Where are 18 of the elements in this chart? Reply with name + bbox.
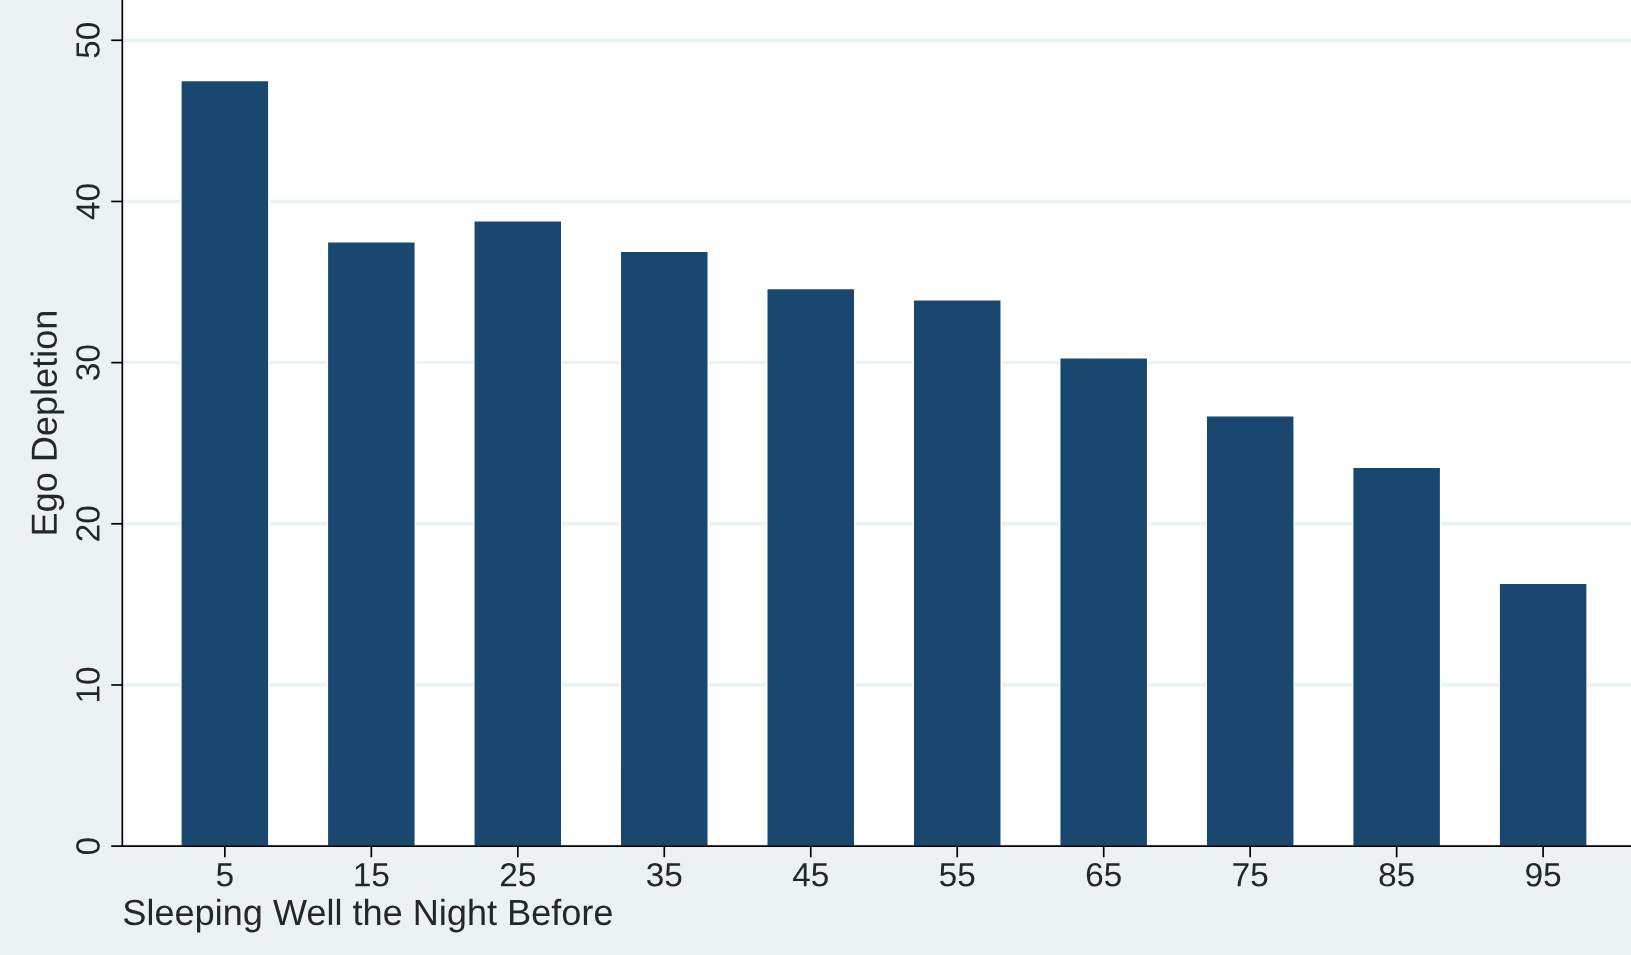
x-axis-title: Sleeping Well the Night Before bbox=[123, 898, 612, 933]
y-tick-label: 20 bbox=[76, 506, 100, 541]
x-tick-label: 95 bbox=[1526, 862, 1561, 887]
x-tick-label: 15 bbox=[355, 863, 389, 887]
x-tick-label: 65 bbox=[1086, 862, 1121, 887]
x-tick-label: 35 bbox=[647, 862, 682, 887]
x-tick-label: 75 bbox=[1233, 863, 1268, 887]
x-tick-label: 25 bbox=[500, 862, 535, 887]
y-tick-label: 50 bbox=[76, 23, 100, 58]
x-tick-label: 45 bbox=[792, 863, 828, 887]
y-tick-label: 30 bbox=[76, 345, 100, 380]
y-tick-label: 10 bbox=[76, 667, 100, 701]
y-tick-label: 0 bbox=[76, 838, 100, 855]
x-tick-label: 5 bbox=[216, 863, 233, 887]
y-axis-title: Ego Depletion bbox=[30, 311, 65, 534]
x-tick-label: 55 bbox=[940, 863, 975, 887]
x-tick-label: 85 bbox=[1379, 862, 1414, 887]
y-tick-label: 40 bbox=[76, 184, 100, 220]
